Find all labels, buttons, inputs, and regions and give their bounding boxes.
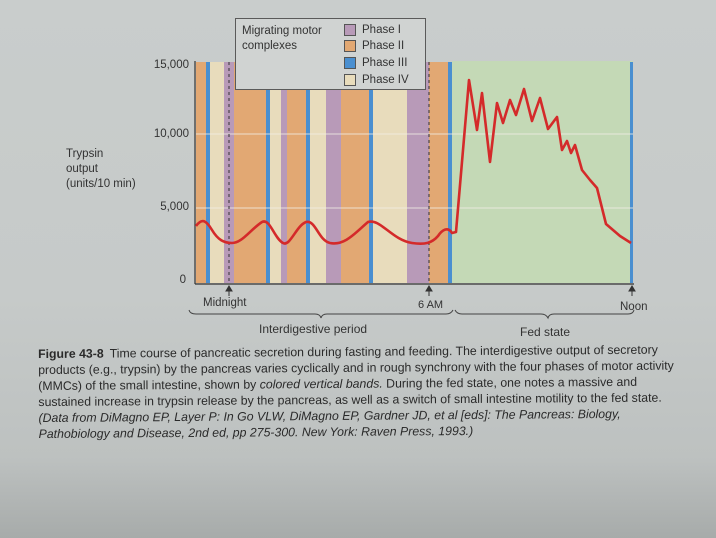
y-tick-15000: 15,000 xyxy=(153,59,189,71)
y-axis-label: Trypsin output (units/10 min) xyxy=(66,147,136,192)
phase-4-swatch xyxy=(344,74,356,86)
phase-2-label: Phase II xyxy=(362,40,405,52)
legend-item-phase-1: Phase I xyxy=(344,24,401,36)
legend-item-phase-4: Phase IV xyxy=(344,74,409,86)
x-label-noon: Noon xyxy=(620,301,648,313)
legend-title-line2: complexes xyxy=(242,40,297,52)
caption-italic: colored vertical bands. xyxy=(259,376,383,392)
phase-4-label: Phase IV xyxy=(362,74,409,86)
interdigestive-period-label: Interdigestive period xyxy=(259,322,368,336)
figure-caption: Figure 43-8 Time course of pancreatic sec… xyxy=(38,342,679,442)
y-tick-10000: 10,000 xyxy=(153,128,189,140)
x-label-midnight: Midnight xyxy=(203,297,247,309)
y-label-line1: Trypsin xyxy=(66,148,104,160)
caption-citation: (Data from DiMagno EP, Layer P: In Go VL… xyxy=(38,406,621,441)
phase-3-swatch xyxy=(344,57,356,69)
y-label-line2: output xyxy=(66,163,98,175)
phase-1-label: Phase I xyxy=(362,24,401,36)
y-tick-5000: 5,000 xyxy=(160,201,189,213)
legend-item-phase-3: Phase III xyxy=(344,57,407,69)
figure-number: Figure 43-8 xyxy=(38,346,104,361)
legend: Migrating motor complexes Phase I Phase … xyxy=(235,18,426,90)
x-label-6am: 6 AM xyxy=(418,299,444,311)
x-tick-arrows xyxy=(225,285,636,296)
legend-title-line1: Migrating motor xyxy=(242,25,322,37)
phase-2-swatch xyxy=(344,40,356,52)
trypsin-curve xyxy=(194,78,632,246)
legend-item-phase-2: Phase II xyxy=(344,40,404,52)
y-tick-0: 0 xyxy=(179,274,186,286)
y-label-line3: (units/10 min) xyxy=(66,178,136,190)
fed-state-region xyxy=(452,61,633,283)
phase-1-swatch xyxy=(344,24,356,36)
phase-3-label: Phase III xyxy=(362,57,408,69)
legend-title: Migrating motor complexes xyxy=(242,24,322,54)
period-braces xyxy=(188,309,635,320)
fed-state-label: Fed state xyxy=(520,325,571,339)
